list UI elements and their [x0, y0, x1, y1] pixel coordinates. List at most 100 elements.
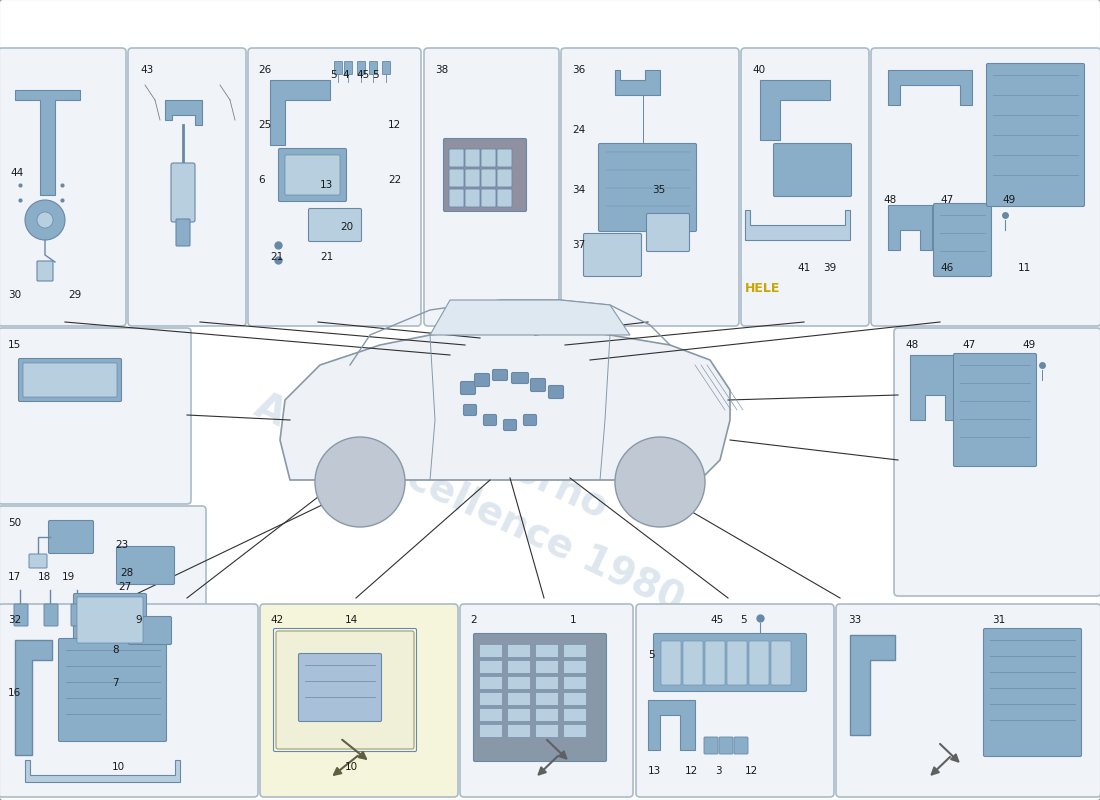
FancyBboxPatch shape: [14, 604, 28, 626]
FancyBboxPatch shape: [563, 645, 586, 658]
Text: 45: 45: [710, 615, 724, 625]
FancyBboxPatch shape: [497, 169, 512, 187]
Text: Buongiorno
Auto Excellence 1980: Buongiorno Auto Excellence 1980: [249, 341, 711, 619]
Text: HELE: HELE: [745, 282, 780, 295]
FancyBboxPatch shape: [598, 143, 696, 231]
FancyBboxPatch shape: [176, 219, 190, 246]
Text: 38: 38: [434, 65, 449, 75]
Text: 5: 5: [648, 650, 654, 660]
FancyBboxPatch shape: [278, 149, 346, 202]
FancyBboxPatch shape: [443, 138, 527, 211]
Polygon shape: [15, 640, 52, 755]
Polygon shape: [615, 70, 660, 95]
Text: 24: 24: [572, 125, 585, 135]
Text: 7: 7: [112, 678, 119, 688]
FancyBboxPatch shape: [497, 149, 512, 167]
Text: 17: 17: [8, 572, 21, 582]
Circle shape: [615, 437, 705, 527]
Text: 47: 47: [940, 195, 954, 205]
Text: 27: 27: [118, 582, 131, 592]
Text: 11: 11: [1018, 263, 1032, 273]
FancyBboxPatch shape: [480, 645, 503, 658]
FancyBboxPatch shape: [705, 641, 725, 685]
Polygon shape: [888, 205, 932, 250]
Text: 18: 18: [39, 572, 52, 582]
Text: 44: 44: [10, 168, 23, 178]
FancyBboxPatch shape: [536, 709, 559, 722]
Text: 41: 41: [798, 263, 811, 273]
FancyBboxPatch shape: [77, 597, 143, 643]
FancyBboxPatch shape: [507, 677, 530, 690]
FancyBboxPatch shape: [480, 661, 503, 674]
Text: 8: 8: [112, 645, 119, 655]
Text: 23: 23: [116, 540, 129, 550]
Text: 12: 12: [745, 766, 758, 776]
FancyBboxPatch shape: [983, 629, 1081, 757]
FancyBboxPatch shape: [536, 693, 559, 706]
Text: 30: 30: [8, 290, 21, 300]
Text: 26: 26: [258, 65, 272, 75]
Text: 49: 49: [1002, 195, 1015, 205]
FancyBboxPatch shape: [934, 203, 991, 277]
FancyBboxPatch shape: [449, 189, 464, 207]
FancyBboxPatch shape: [23, 363, 117, 397]
FancyBboxPatch shape: [0, 604, 258, 797]
Text: 31: 31: [992, 615, 1005, 625]
FancyBboxPatch shape: [563, 677, 586, 690]
Polygon shape: [270, 80, 330, 145]
FancyBboxPatch shape: [894, 328, 1100, 596]
Text: 39: 39: [823, 263, 836, 273]
FancyBboxPatch shape: [473, 634, 606, 762]
Polygon shape: [430, 300, 630, 335]
Text: 12: 12: [388, 120, 401, 130]
FancyBboxPatch shape: [954, 354, 1036, 466]
FancyBboxPatch shape: [504, 419, 517, 430]
Text: 1: 1: [570, 615, 576, 625]
Text: 12: 12: [685, 766, 698, 776]
Text: 48: 48: [905, 340, 918, 350]
FancyBboxPatch shape: [463, 405, 476, 415]
Text: 5: 5: [330, 70, 337, 80]
Polygon shape: [888, 70, 972, 105]
FancyBboxPatch shape: [771, 641, 791, 685]
FancyBboxPatch shape: [465, 189, 480, 207]
FancyBboxPatch shape: [583, 234, 641, 277]
Text: 43: 43: [140, 65, 153, 75]
Text: 37: 37: [572, 240, 585, 250]
Polygon shape: [745, 210, 850, 240]
FancyBboxPatch shape: [871, 48, 1100, 326]
FancyBboxPatch shape: [480, 709, 503, 722]
FancyBboxPatch shape: [334, 62, 342, 74]
Text: 13: 13: [320, 180, 333, 190]
Text: 33: 33: [848, 615, 861, 625]
FancyBboxPatch shape: [484, 414, 496, 426]
FancyBboxPatch shape: [276, 631, 414, 749]
Polygon shape: [280, 328, 730, 480]
FancyBboxPatch shape: [507, 645, 530, 658]
Text: 25: 25: [258, 120, 272, 130]
FancyBboxPatch shape: [0, 48, 126, 326]
Text: 45: 45: [356, 70, 370, 80]
FancyBboxPatch shape: [536, 677, 559, 690]
FancyBboxPatch shape: [536, 661, 559, 674]
Text: 15: 15: [8, 340, 21, 350]
FancyBboxPatch shape: [741, 48, 869, 326]
FancyBboxPatch shape: [727, 641, 747, 685]
FancyBboxPatch shape: [424, 48, 559, 326]
Polygon shape: [165, 100, 202, 125]
FancyBboxPatch shape: [298, 654, 382, 722]
FancyBboxPatch shape: [512, 373, 528, 383]
FancyBboxPatch shape: [987, 63, 1085, 206]
Text: 46: 46: [940, 263, 954, 273]
Text: 34: 34: [572, 185, 585, 195]
FancyBboxPatch shape: [734, 737, 748, 754]
FancyBboxPatch shape: [719, 737, 733, 754]
FancyBboxPatch shape: [507, 725, 530, 738]
Text: 49: 49: [1022, 340, 1035, 350]
FancyBboxPatch shape: [44, 604, 58, 626]
FancyBboxPatch shape: [474, 374, 490, 386]
FancyBboxPatch shape: [661, 641, 681, 685]
Polygon shape: [25, 760, 180, 782]
FancyBboxPatch shape: [480, 677, 503, 690]
FancyBboxPatch shape: [563, 709, 586, 722]
